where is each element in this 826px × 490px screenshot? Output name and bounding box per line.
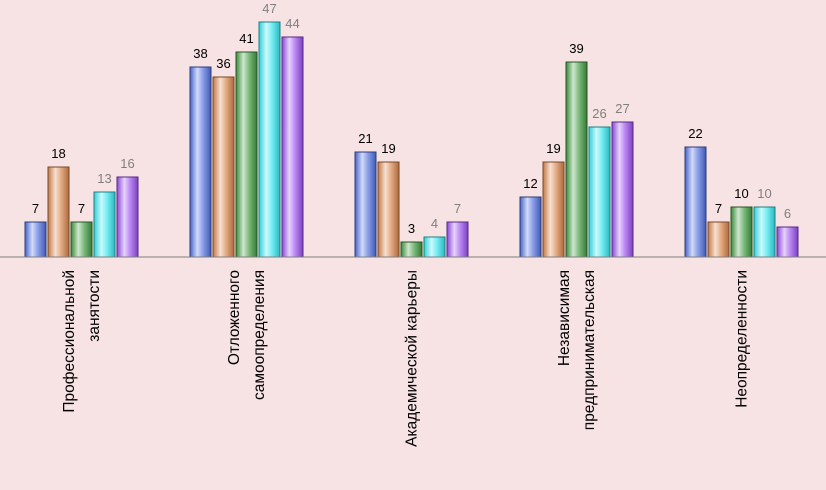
value-label-s3-c5: 10 xyxy=(734,186,748,201)
value-label-s1-c4: 12 xyxy=(523,176,537,191)
bar-s2-c2 xyxy=(212,76,235,258)
category-label-1-line-2: занятости xyxy=(86,270,103,342)
bar-s3-c3 xyxy=(400,241,423,258)
value-label-s4-c5: 10 xyxy=(757,186,771,201)
value-label-s5-c4: 27 xyxy=(615,101,629,116)
value-label-s3-c2: 41 xyxy=(239,31,253,46)
value-label-s5-c3: 7 xyxy=(454,201,461,216)
category-label-2-line-1: Отложенного xyxy=(226,270,243,365)
value-label-s2-c2: 36 xyxy=(216,56,230,71)
bar-s1-c2 xyxy=(189,66,212,258)
category-label-1-line-1: Профессиональной xyxy=(61,270,78,413)
value-label-s3-c1: 7 xyxy=(78,201,85,216)
category-label-5-line-1: Неопределенности xyxy=(734,270,751,408)
bar-s5-c4 xyxy=(611,121,634,258)
bar-s4-c3 xyxy=(423,236,446,258)
category-label-4-line-1: Независимая xyxy=(556,270,573,366)
bar-s4-c2 xyxy=(258,21,281,258)
value-label-s1-c5: 22 xyxy=(688,126,702,141)
bar-s2-c3 xyxy=(377,161,400,258)
value-label-s3-c3: 3 xyxy=(408,221,415,236)
value-label-s5-c5: 6 xyxy=(784,206,791,221)
value-label-s1-c1: 7 xyxy=(32,201,39,216)
category-label-3-line-1: Академической карьеры xyxy=(404,270,421,447)
bar-s5-c3 xyxy=(446,221,469,258)
category-label-2: Отложенного самоопределения xyxy=(226,270,268,400)
bar-s1-c3 xyxy=(354,151,377,258)
value-label-s5-c2: 44 xyxy=(285,16,299,31)
category-label-1: Профессиональной занятости xyxy=(61,270,103,413)
value-label-s5-c1: 16 xyxy=(120,156,134,171)
bar-s1-c5 xyxy=(684,146,707,258)
category-label-5: Неопределенности xyxy=(734,270,751,408)
bar-s4-c4 xyxy=(588,126,611,258)
bar-s1-c1 xyxy=(24,221,47,258)
value-label-s2-c1: 18 xyxy=(51,146,65,161)
value-label-s2-c3: 19 xyxy=(381,141,395,156)
category-label-4-line-2: предпринимательская xyxy=(581,270,598,430)
category-labels-layer: Профессиональной занятости Отложенного само… xyxy=(61,270,751,447)
bar-s3-c2 xyxy=(235,51,258,258)
value-label-s4-c3: 4 xyxy=(431,216,438,231)
bar-s2-c4 xyxy=(542,161,565,258)
value-label-s4-c4: 26 xyxy=(592,106,606,121)
value-label-s4-c2: 47 xyxy=(262,1,276,16)
bar-s5-c5 xyxy=(776,226,799,258)
bars-layer xyxy=(24,21,799,258)
value-label-s3-c4: 39 xyxy=(569,41,583,56)
value-label-s2-c4: 19 xyxy=(546,141,560,156)
bar-s4-c5 xyxy=(753,206,776,258)
bar-s5-c2 xyxy=(281,36,304,258)
value-label-s4-c1: 13 xyxy=(97,171,111,186)
bar-s5-c1 xyxy=(116,176,139,258)
value-label-s1-c3: 21 xyxy=(358,131,372,146)
bar-s2-c5 xyxy=(707,221,730,258)
value-label-s1-c2: 38 xyxy=(193,46,207,61)
category-label-2-line-2: самоопределения xyxy=(251,270,268,400)
bar-s2-c1 xyxy=(47,166,70,258)
bar-s3-c4 xyxy=(565,61,588,258)
value-label-s2-c5: 7 xyxy=(715,201,722,216)
category-label-3: Академической карьеры xyxy=(404,270,421,447)
category-label-4: Независимая предпринимательская xyxy=(556,270,598,430)
bar-s1-c4 xyxy=(519,196,542,258)
bar-s4-c1 xyxy=(93,191,116,258)
bar-s3-c1 xyxy=(70,221,93,258)
bar-s3-c5 xyxy=(730,206,753,258)
